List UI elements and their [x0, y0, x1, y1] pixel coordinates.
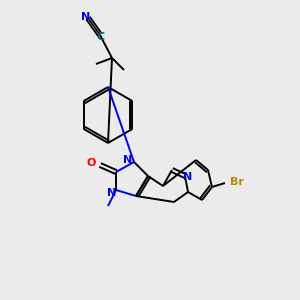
- Text: N: N: [81, 12, 91, 22]
- Text: O: O: [86, 158, 96, 168]
- Text: N: N: [183, 172, 193, 182]
- Text: N: N: [123, 155, 133, 165]
- Text: N: N: [107, 188, 117, 198]
- Text: C: C: [97, 32, 105, 42]
- Text: Br: Br: [230, 177, 244, 187]
